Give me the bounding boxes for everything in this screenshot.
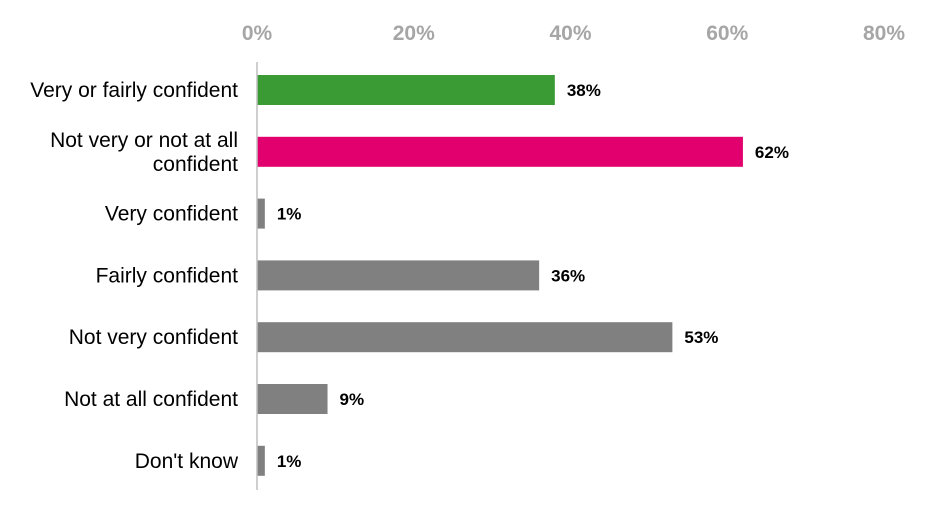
x-tick-label: 40%	[549, 22, 591, 45]
category-label: Don't know	[135, 450, 239, 473]
category-label: Very or fairly confident	[30, 79, 238, 102]
data-label: 36%	[551, 266, 585, 285]
bar	[257, 75, 555, 105]
category-label-line: Not at all confident	[64, 388, 238, 411]
bar	[257, 260, 540, 291]
data-label: 53%	[684, 328, 718, 347]
category-labels: Very or fairly confident Not very or not …	[30, 79, 239, 473]
category-label-line: Very confident	[105, 203, 238, 226]
category-label: Not at all confident	[64, 388, 238, 411]
category-label: Fairly confident	[96, 264, 239, 287]
data-label: 1%	[277, 205, 302, 224]
category-label-line: Fairly confident	[96, 264, 239, 287]
category-label-line: Very or fairly confident	[30, 79, 238, 102]
category-label: Not very confident	[69, 326, 238, 349]
bar	[257, 445, 265, 476]
x-tick-label: 60%	[706, 22, 748, 45]
category-label-line: Not very or not at all	[50, 129, 238, 152]
x-tick-label: 80%	[863, 22, 905, 45]
data-label: 38%	[567, 81, 601, 100]
bar	[257, 322, 673, 353]
category-label: Not very or not at all confident	[50, 129, 238, 176]
bar	[257, 198, 265, 229]
data-labels: 38% 62% 1% 36% 53% 9% 1%	[277, 81, 789, 471]
category-label-line: Don't know	[135, 450, 239, 473]
x-tick-label: 0%	[242, 22, 273, 45]
bar	[257, 136, 743, 167]
bar	[257, 384, 328, 414]
x-tick-label: 20%	[393, 22, 435, 45]
bars	[257, 75, 743, 476]
x-axis-ticks: 0% 20% 40% 60% 80%	[242, 22, 906, 45]
category-label-line: Not very confident	[69, 326, 238, 349]
data-label: 9%	[340, 390, 365, 409]
category-label-line: confident	[153, 153, 238, 176]
data-label: 1%	[277, 452, 302, 471]
data-label: 62%	[755, 143, 789, 162]
category-label: Very confident	[105, 203, 238, 226]
